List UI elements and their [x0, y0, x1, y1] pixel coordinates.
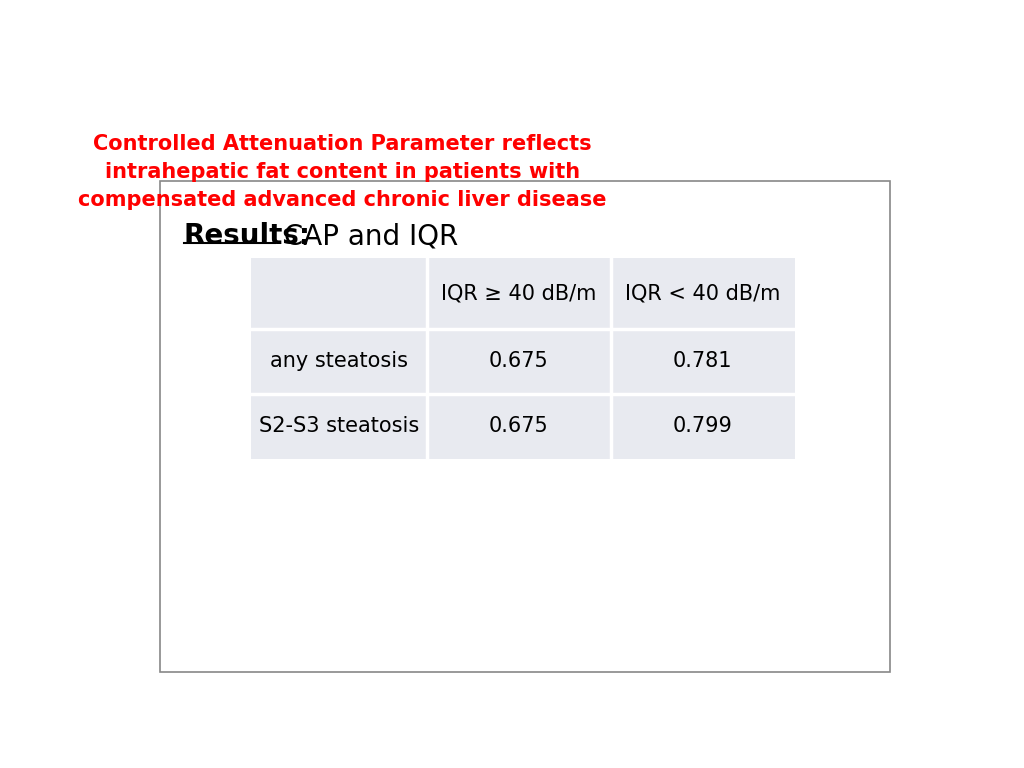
Bar [251, 258, 427, 329]
Bar [610, 329, 795, 394]
Bar [427, 394, 610, 458]
Text: IQR ≥ 40 dB/m: IQR ≥ 40 dB/m [441, 283, 596, 303]
Bar [427, 329, 610, 394]
Text: IQR < 40 dB/m: IQR < 40 dB/m [625, 283, 780, 303]
Text: CAP and IQR: CAP and IQR [274, 222, 458, 250]
Text: compensated advanced chronic liver disease: compensated advanced chronic liver disea… [78, 190, 606, 210]
Text: Controlled Attenuation Parameter reflects: Controlled Attenuation Parameter reflect… [93, 134, 592, 154]
Text: 0.675: 0.675 [488, 352, 549, 372]
Text: intrahepatic fat content in patients with: intrahepatic fat content in patients wit… [104, 162, 580, 182]
Bar [251, 329, 427, 394]
Text: Results:: Results: [183, 222, 310, 250]
Text: 0.799: 0.799 [673, 416, 732, 436]
Bar [251, 394, 427, 458]
Bar [610, 258, 795, 329]
Bar [610, 394, 795, 458]
Text: S2-S3 steatosis: S2-S3 steatosis [259, 416, 419, 436]
Text: 0.781: 0.781 [673, 352, 732, 372]
Text: 0.675: 0.675 [488, 416, 549, 436]
Bar [427, 258, 610, 329]
Bar [160, 181, 890, 672]
Text: any steatosis: any steatosis [269, 352, 408, 372]
